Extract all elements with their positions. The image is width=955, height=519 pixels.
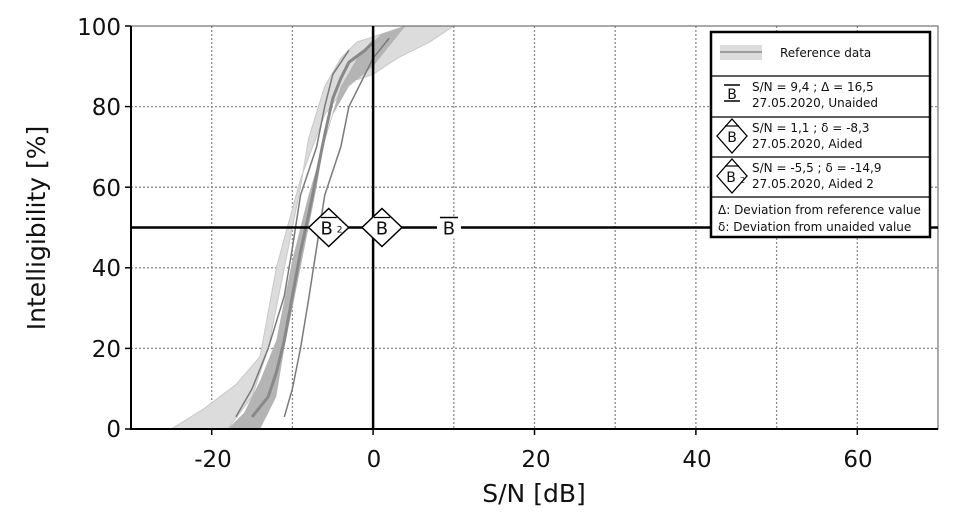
marker-symbol-label: B xyxy=(443,219,455,240)
unaided-marker: B xyxy=(436,216,461,240)
legend-aided-2-line1: S/N = -5,5 ; δ = -14,9 xyxy=(752,161,881,175)
reference-outer-band xyxy=(170,26,455,429)
y-tick-label: 80 xyxy=(92,95,121,121)
diamond-shape xyxy=(360,207,404,248)
legend-note-unaided-deviation: δ: Deviation from unaided value xyxy=(718,220,911,234)
y-tick-label: 100 xyxy=(77,15,121,41)
reference-data-area xyxy=(170,26,455,429)
legend-aided-2-symbol: B 2 xyxy=(716,158,748,194)
x-tick-label: 0 xyxy=(367,447,382,473)
legend-unaided-line2: 27.05.2020, Unaided xyxy=(752,96,878,110)
legend-unaided-symbol: B xyxy=(724,84,740,103)
svg-text:B: B xyxy=(727,130,737,146)
aided-marker: B xyxy=(360,207,404,248)
tick-labels: -20 0 20 40 60 0 20 40 60 80 100 xyxy=(77,15,873,473)
x-tick-label: 60 xyxy=(843,447,872,473)
legend: Reference data B S/N = 9,4 ; Δ = 16,5 27… xyxy=(709,30,932,239)
x-tick-label: -20 xyxy=(194,447,232,473)
marker-symbol-label: B xyxy=(376,219,388,240)
legend-aided-line2: 27.05.2020, Aided xyxy=(752,137,863,151)
legend-aided-line1: S/N = 1,1 ; δ = -8,3 xyxy=(752,121,870,135)
diamond-shape xyxy=(307,207,350,248)
legend-aided-2-line2: 27.05.2020, Aided 2 xyxy=(752,177,874,191)
reference-percentile-line xyxy=(235,49,350,418)
legend-frame xyxy=(709,30,932,239)
legend-note-reference-deviation: Δ: Deviation from reference value xyxy=(718,203,921,217)
legend-reference-label: Reference data xyxy=(780,46,871,60)
marker-background xyxy=(436,216,461,239)
measurement-markers: BBB 2 xyxy=(307,207,461,248)
y-tick-label: 40 xyxy=(92,256,121,282)
x-tick-label: 20 xyxy=(521,447,550,473)
marker-subscript-label: 2 xyxy=(337,226,343,236)
marker-symbol-label: B xyxy=(321,219,333,240)
legend-aided-symbol: B xyxy=(716,118,748,154)
y-tick-label: 0 xyxy=(106,417,121,443)
y-tick-label: 60 xyxy=(92,176,121,202)
svg-text:B: B xyxy=(726,170,736,186)
reference-percentile-line xyxy=(283,37,390,418)
y-axis-title: Intelligibility [%] xyxy=(22,126,51,331)
svg-text:B: B xyxy=(727,87,737,103)
svg-text:2: 2 xyxy=(740,176,745,185)
x-tick-label: 40 xyxy=(682,447,711,473)
x-axis-title: S/N [dB] xyxy=(482,479,585,508)
y-tick-label: 20 xyxy=(92,337,121,363)
legend-unaided-line1: S/N = 9,4 ; Δ = 16,5 xyxy=(752,80,874,94)
reference-median-line xyxy=(250,41,375,418)
